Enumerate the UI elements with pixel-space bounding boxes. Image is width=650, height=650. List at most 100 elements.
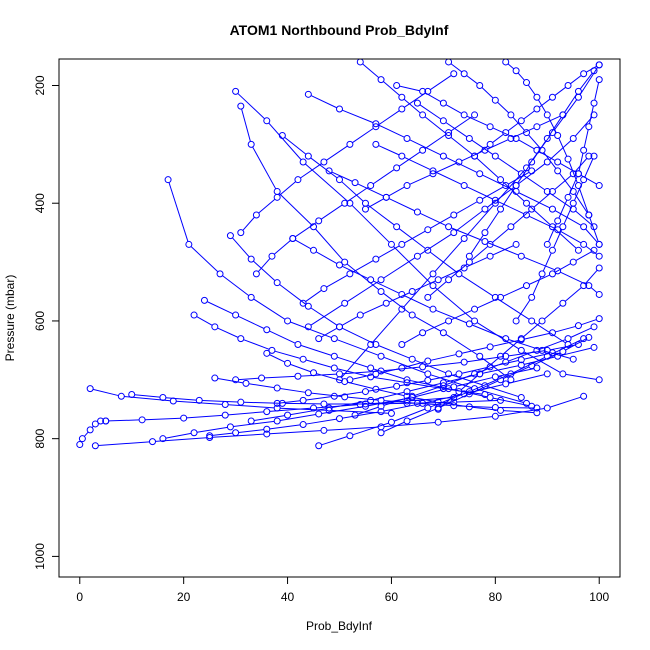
series-32-segment <box>470 234 484 254</box>
series-27-point-10 <box>533 404 541 412</box>
series-16-segment <box>537 99 547 113</box>
series-44-point-4 <box>237 398 245 406</box>
series-16-point-7 <box>564 155 572 163</box>
series-4-segment <box>280 413 316 422</box>
series-39-segment <box>542 252 552 272</box>
series-8-segment <box>253 298 286 320</box>
series-13-segment <box>528 204 551 226</box>
series-33-segment <box>430 216 452 229</box>
series-37-point-2 <box>403 417 411 425</box>
series-34-point-3 <box>289 235 297 243</box>
series-7-point-8 <box>580 335 588 343</box>
series-41-segment <box>362 304 384 315</box>
series-45-point-5 <box>263 408 271 416</box>
series-39-point-4 <box>548 246 556 254</box>
series-27-segment <box>248 383 275 389</box>
series-31-point-7 <box>548 187 556 195</box>
series-41-point-5 <box>408 288 416 296</box>
series-2-segment <box>228 404 275 409</box>
series-39-point-5 <box>559 223 567 231</box>
series-18-point-5 <box>481 205 489 213</box>
series-5-segment <box>425 361 462 368</box>
series-14-point-3 <box>439 99 447 107</box>
series-45-point-9 <box>450 393 458 401</box>
series-37-point-5 <box>497 376 505 384</box>
series-27-segment <box>311 392 342 398</box>
series-27-point-7 <box>413 399 421 407</box>
series-39-point-7 <box>580 176 588 184</box>
series-46-point-6 <box>377 408 385 416</box>
series-23-segment <box>419 212 447 226</box>
series-15-segment <box>512 116 525 131</box>
series-17-segment <box>579 67 599 96</box>
series-5-point-10 <box>574 340 582 348</box>
series-28-point-7 <box>455 370 463 378</box>
series-18-segment <box>383 257 416 279</box>
series-33-point-10 <box>528 167 536 175</box>
series-3-segment <box>441 416 493 423</box>
series-24-segment <box>378 145 400 156</box>
series-19-segment <box>373 376 405 383</box>
series-37-segment <box>409 408 436 421</box>
series-36-segment <box>508 350 535 362</box>
series-28-point-2 <box>299 396 307 404</box>
series-10-segment <box>383 292 411 314</box>
y-tick-label: 1000 <box>33 543 47 570</box>
series-38-point-6 <box>538 317 546 325</box>
series-33-segment <box>456 201 478 214</box>
series-34-segment <box>398 151 421 167</box>
y-tick-label: 800 <box>33 428 47 448</box>
series-6-point-8 <box>517 361 525 369</box>
series-43-point-9 <box>595 61 603 69</box>
series-11-segment <box>497 298 530 320</box>
series-34-segment <box>372 169 395 185</box>
series-44-segment <box>165 397 197 401</box>
series-13-point-4 <box>419 111 427 119</box>
series-40-segment <box>578 153 584 171</box>
series-24-point-6 <box>523 211 530 219</box>
series-14-point-6 <box>512 134 520 142</box>
series-29-point-2 <box>372 370 380 378</box>
series-38-segment <box>523 322 541 338</box>
series-22-point-6 <box>429 305 437 313</box>
series-1-point-4 <box>91 420 99 428</box>
series-13-point-9 <box>548 223 556 231</box>
series-5-segment <box>550 344 576 351</box>
series-21-point-8 <box>445 370 453 378</box>
series-12-point-2 <box>336 105 343 113</box>
series-34-point-9 <box>445 129 453 137</box>
series-32-point-8 <box>574 87 582 95</box>
series-37-point-7 <box>559 348 567 356</box>
series-25-segment <box>523 175 546 191</box>
series-22-point-10 <box>569 355 577 363</box>
series-31-point-8 <box>569 170 577 178</box>
series-39-segment <box>532 276 542 295</box>
series-27-segment <box>280 388 306 393</box>
series-9-point-4 <box>346 199 354 207</box>
series-10-point-9 <box>476 352 484 360</box>
series-22-segment <box>373 280 400 294</box>
series-33-point-9 <box>502 182 510 190</box>
series-9-point-9 <box>559 370 567 378</box>
series-11-point-9 <box>528 317 536 325</box>
series-13-segment <box>476 157 499 179</box>
series-9-point-10 <box>595 376 603 384</box>
series-35-segment <box>242 216 255 231</box>
series-6-segment <box>290 408 327 416</box>
series-34-point-7 <box>393 164 401 172</box>
series-44-point-3 <box>195 396 203 404</box>
series-28-point-1 <box>273 399 281 407</box>
series-25-point-6 <box>543 187 551 195</box>
series-37-point-1 <box>377 429 385 437</box>
series-43-segment <box>554 86 566 96</box>
series-43-segment <box>538 98 551 108</box>
series-10-point-6 <box>377 288 385 296</box>
series-21-segment <box>310 307 338 326</box>
series-29-point-8 <box>548 329 556 337</box>
series-41-point-4 <box>382 299 390 307</box>
series-35-point-1 <box>237 229 245 237</box>
series-10-point-7 <box>408 311 416 319</box>
series-12-point-3 <box>372 120 380 128</box>
series-35-segment <box>326 145 348 161</box>
series-11-segment <box>341 181 364 202</box>
